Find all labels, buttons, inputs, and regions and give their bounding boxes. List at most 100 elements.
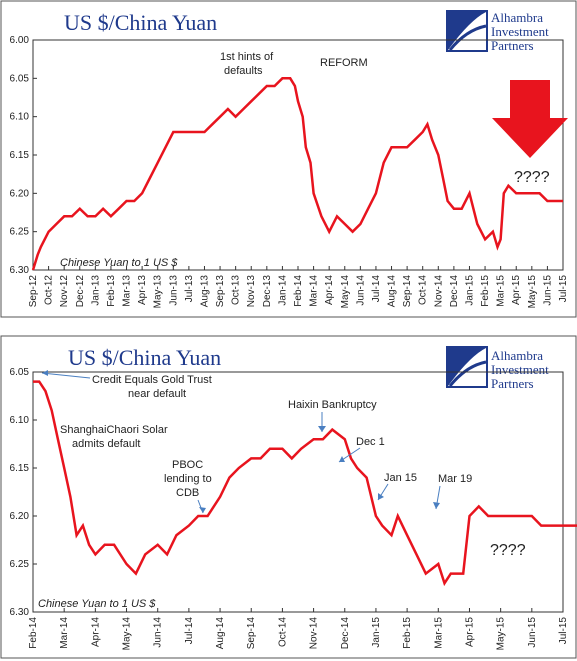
x-tick-label: Sep-12 [28, 275, 39, 308]
chart-1-logo: Alhambra Investment Partners [446, 10, 549, 53]
x-tick-label: Jan-13 [90, 275, 101, 306]
chart-1: US $/China Yuan Alhambra Investment Part… [0, 0, 577, 318]
x-tick-label: Jun-13 [168, 275, 179, 306]
chart-1-annotation-reform: REFORM [320, 57, 368, 69]
x-tick-label: Aug-14 [215, 617, 226, 650]
x-tick-label: Mar-14 [309, 275, 320, 307]
chart-2-annotation-haixin: Haixin Bankruptcy [288, 399, 377, 411]
chart-2-annotation-credit-equals: Credit Equals Gold Trust [92, 374, 212, 386]
x-tick-label: Apr-15 [464, 617, 475, 647]
x-tick-label: Jan-15 [464, 275, 475, 306]
x-tick-label: Jun-15 [542, 275, 553, 306]
y-tick-label: 6.15 [10, 150, 30, 161]
x-tick-label: Sep-14 [402, 275, 413, 308]
chart-1-logo-line3: Partners [491, 38, 534, 53]
chart-2-logo-line3: Partners [491, 376, 534, 391]
x-tick-label: Aug-14 [387, 275, 398, 308]
x-tick-label: Oct-12 [44, 275, 55, 305]
x-tick-label: Mar-15 [433, 617, 444, 649]
chart-2-title: US $/China Yuan [68, 345, 221, 370]
x-tick-label: Oct-14 [418, 275, 429, 305]
x-tick-label: Jul-14 [371, 275, 382, 303]
x-tick-label: Dec-12 [75, 275, 86, 308]
chart-2-annotation-question: ???? [490, 542, 526, 559]
x-tick-label: Apr-15 [511, 275, 522, 305]
chart-2-frame [0, 335, 577, 659]
x-tick-label: Jan-15 [371, 617, 382, 648]
chart-2-annotation-dec1: Dec 1 [356, 436, 385, 448]
x-tick-label: May-15 [496, 617, 507, 651]
chart-2-logo-line2: Investment [491, 362, 549, 377]
x-tick-label: Dec-13 [262, 275, 273, 308]
x-tick-label: Feb-14 [28, 617, 39, 649]
y-tick-label: 6.15 [10, 463, 30, 474]
y-tick-label: 6.20 [10, 188, 30, 199]
chart-2-annotation-shanghai: ShanghaiChaori Solar [60, 424, 168, 436]
x-tick-label: Oct-13 [231, 275, 242, 305]
x-tick-label: Feb-15 [480, 275, 491, 307]
x-tick-label: Jun-14 [153, 617, 164, 648]
chart-2-annotation-admits: admits default [72, 438, 140, 450]
x-tick-label: Jun-14 [355, 275, 366, 306]
chart-2-arrowheads [42, 370, 440, 513]
y-tick-label: 6.25 [10, 227, 30, 238]
chart-1-frame [0, 0, 577, 318]
y-tick-label: 6.30 [10, 265, 30, 276]
x-tick-label: Nov-14 [433, 275, 444, 308]
y-tick-label: 6.20 [10, 511, 30, 522]
chart-1-annotation-question: ???? [514, 169, 550, 186]
x-tick-label: May-15 [527, 275, 538, 309]
x-tick-label: Oct-14 [277, 617, 288, 647]
chart-2-annotation-lending: lending to [164, 473, 212, 485]
x-tick-label: Nov-12 [59, 275, 70, 308]
chart-1-down-arrow-icon [492, 80, 568, 158]
chart-2-annotation-jan15: Jan 15 [384, 472, 417, 484]
y-tick-label: 6.05 [10, 367, 30, 378]
chart-1-series-label: Chinese Yuan to 1 US $ [60, 257, 178, 269]
chart-2-annotation-mar19: Mar 19 [438, 473, 472, 485]
chart-1-series-line [31, 77, 563, 271]
x-tick-label: Sep-13 [215, 275, 226, 308]
x-tick-label: Jul-15 [558, 275, 569, 303]
chart-2: US $/China Yuan Alhambra Investment Part… [0, 335, 577, 659]
y-tick-label: 6.30 [10, 607, 30, 618]
chart-2-annotation-cdb: CDB [176, 487, 199, 499]
chart-1-title: US $/China Yuan [64, 10, 217, 35]
chart-2-y-axis: 6.05 6.10 6.15 6.20 6.25 6.30 [10, 367, 37, 618]
chart-1-logo-line2: Investment [491, 24, 549, 39]
x-tick-label: May-13 [153, 275, 164, 309]
x-tick-label: Mar-14 [59, 617, 70, 649]
x-tick-label: Nov-13 [246, 275, 257, 308]
chart-2-annotation-pboc: PBOC [172, 459, 203, 471]
chart-1-annotation-1st-hints: 1st hints of defaults [220, 51, 276, 77]
y-tick-label: 6.25 [10, 559, 30, 570]
x-tick-label: Mar-15 [496, 275, 507, 307]
x-tick-label: Aug-13 [199, 275, 210, 308]
x-tick-label: Mar-13 [122, 275, 133, 307]
x-tick-label: Nov-14 [309, 617, 320, 650]
chart-2-plot-area [32, 371, 564, 613]
x-tick-label: Dec-14 [340, 617, 351, 650]
x-tick-label: May-14 [122, 617, 133, 651]
x-tick-label: Jul-14 [184, 617, 195, 645]
x-tick-label: Apr-13 [137, 275, 148, 305]
x-tick-label: May-14 [340, 275, 351, 309]
x-tick-label: Dec-14 [449, 275, 460, 308]
y-tick-label: 6.05 [10, 73, 30, 84]
chart-2-logo-line1: Alhambra [491, 348, 543, 363]
chart-1-logo-line1: Alhambra [491, 10, 543, 25]
y-tick-label: 6.10 [10, 112, 30, 123]
x-tick-label: Feb-14 [293, 275, 304, 307]
x-tick-label: Feb-15 [402, 617, 413, 649]
x-tick-label: Sep-14 [246, 617, 257, 650]
chart-2-series-line [33, 380, 577, 587]
chart-2-series-label: Chinese Yuan to 1 US $ [38, 598, 156, 610]
chart-2-logo: Alhambra Investment Partners [446, 346, 549, 391]
x-tick-label: Apr-14 [324, 275, 335, 305]
x-tick-label: Jan-14 [277, 275, 288, 306]
chart-1-x-axis: Sep-12 Oct-12 Nov-12 Dec-12 Jan-13 Feb-13 Mar-… [28, 266, 569, 308]
x-tick-label: Jul-13 [184, 275, 195, 303]
chart-2-x-axis: Feb-14 Mar-14 Apr-14 May-14 Jun-14 Jul-14 Aug-… [28, 608, 569, 650]
x-tick-label: Apr-14 [90, 617, 101, 647]
